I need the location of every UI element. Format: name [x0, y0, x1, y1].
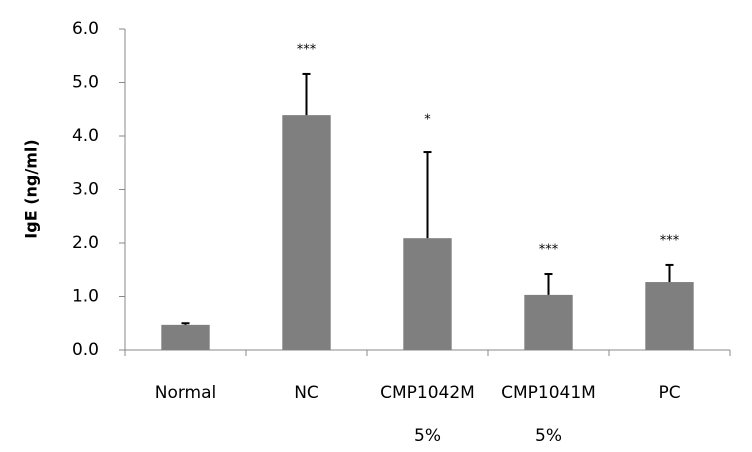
significance-label: ***: [660, 233, 680, 248]
y-tick-label: 3.0: [72, 180, 99, 200]
y-axis-label: IgE (ng/ml): [22, 139, 41, 238]
significance-label: ***: [297, 42, 317, 57]
significance-label: *: [424, 113, 431, 128]
significance-label: ***: [539, 243, 559, 258]
x-tick-label: Normal: [154, 383, 217, 403]
y-tick-label: 2.0: [72, 233, 99, 253]
y-tick-label: 4.0: [72, 126, 99, 146]
bar: [282, 115, 331, 350]
x-tick-label: CMP1042M 5%: [380, 383, 475, 446]
bar: [403, 238, 452, 350]
x-tick-label: PC: [658, 383, 681, 403]
x-tick-label: CMP1041M 5%: [501, 383, 596, 446]
y-tick-label: 5.0: [72, 73, 99, 93]
bar: [645, 282, 694, 350]
bar: [524, 294, 573, 350]
y-tick-label: 1.0: [72, 287, 99, 307]
y-tick-label: 0.0: [72, 340, 99, 360]
x-tick-label: NC: [294, 383, 319, 403]
y-tick-label: 6.0: [72, 19, 99, 39]
bar: [161, 324, 210, 350]
